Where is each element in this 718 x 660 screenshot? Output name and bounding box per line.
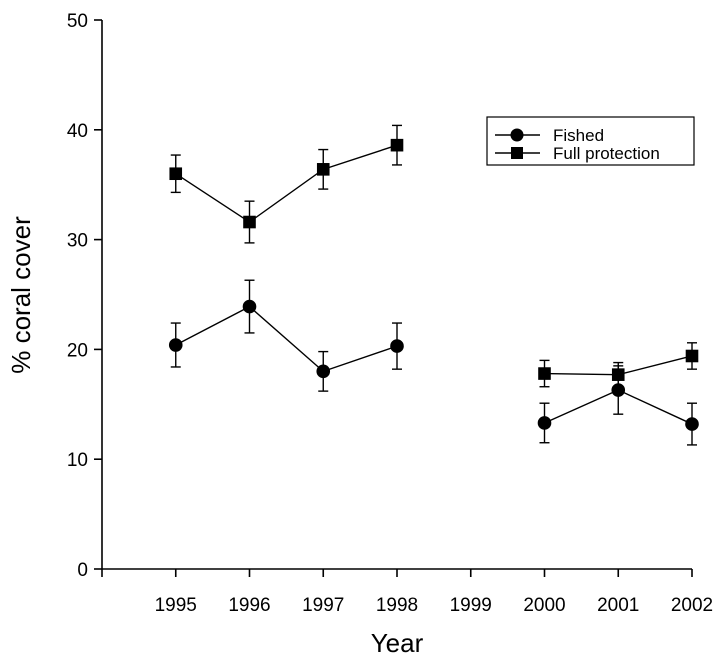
x-tick-label: 1996 [228, 595, 270, 616]
x-tick-label: 1999 [450, 595, 492, 616]
y-tick-label: 30 [67, 231, 88, 252]
y-ticks: 0 10 20 30 40 50 [67, 11, 102, 581]
data-point-fished [242, 299, 257, 314]
data-point-fished [537, 416, 552, 430]
data-point-full-protection [611, 368, 625, 381]
legend-label-fished: Fished [553, 126, 604, 145]
data-point-fished [168, 338, 183, 352]
data-point-fished [685, 417, 699, 431]
y-tick-label: 50 [67, 11, 88, 32]
y-tick-label: 20 [67, 340, 88, 361]
series-line-fished [175, 305, 398, 373]
x-ticks: 1995 1996 1997 1998 1999 2000 2001 2002 [101, 569, 713, 616]
legend-marker-full-protection [511, 147, 523, 159]
legend-label-full-protection: Full protection [553, 144, 660, 163]
x-tick-label: 2000 [523, 595, 565, 616]
x-axis-title: Year [371, 628, 424, 658]
data-point-full-protection [390, 138, 404, 152]
y-tick-label: 0 [77, 560, 88, 581]
legend-marker-fished [510, 128, 524, 142]
x-tick-label: 1998 [376, 595, 418, 616]
data-point-full-protection [243, 215, 256, 229]
x-tick-label: 1997 [302, 595, 344, 616]
legend: Fished Full protection [486, 116, 695, 166]
x-tick-label: 2001 [597, 595, 639, 616]
data-point-full-protection [538, 367, 551, 380]
y-tick-label: 10 [67, 450, 88, 471]
data-point-full-protection [316, 163, 330, 176]
x-tick-label: 2002 [671, 595, 713, 616]
x-tick-label: 1995 [155, 595, 197, 616]
data-point-fished [390, 339, 404, 353]
plot-area [168, 124, 699, 446]
y-axis-title: % coral cover [6, 216, 36, 374]
series-line-full-protection [175, 144, 398, 223]
data-point-fished [316, 364, 331, 379]
series-fished [168, 279, 699, 446]
axes [101, 20, 692, 570]
y-tick-label: 40 [67, 121, 88, 142]
data-point-full-protection [685, 349, 699, 363]
data-point-full-protection [169, 167, 183, 181]
series-full-protection [169, 124, 699, 388]
